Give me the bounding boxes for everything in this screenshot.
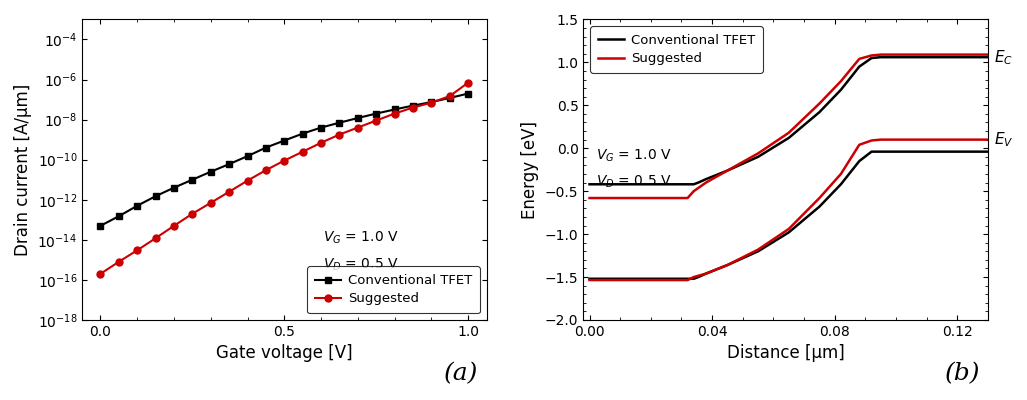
Text: $V_G$ = 1.0 V: $V_G$ = 1.0 V bbox=[596, 148, 672, 164]
Suggested bbox=[866, 53, 878, 58]
Conventional TFET bbox=[370, 111, 382, 116]
Suggested bbox=[186, 211, 198, 216]
Suggested bbox=[813, 101, 826, 106]
Suggested bbox=[752, 151, 764, 156]
Conventional TFET bbox=[113, 214, 125, 219]
Suggested bbox=[167, 224, 180, 228]
Suggested bbox=[721, 168, 733, 173]
Suggested bbox=[131, 248, 144, 253]
Suggested bbox=[94, 272, 107, 276]
Text: $E_V$: $E_V$ bbox=[993, 131, 1013, 150]
Line: Suggested: Suggested bbox=[589, 55, 988, 198]
Suggested bbox=[444, 94, 456, 98]
Suggested bbox=[297, 149, 309, 154]
Suggested bbox=[688, 189, 700, 194]
Conventional TFET bbox=[583, 182, 596, 187]
Conventional TFET bbox=[783, 136, 795, 140]
Legend: Conventional TFET, Suggested: Conventional TFET, Suggested bbox=[307, 266, 480, 313]
Suggested bbox=[370, 118, 382, 123]
Line: Conventional TFET: Conventional TFET bbox=[97, 90, 471, 229]
Conventional TFET bbox=[131, 203, 144, 208]
Suggested bbox=[223, 189, 235, 194]
Suggested bbox=[583, 196, 596, 200]
Conventional TFET bbox=[982, 55, 994, 60]
Text: (b): (b) bbox=[945, 362, 980, 385]
Suggested bbox=[334, 132, 346, 137]
Y-axis label: Drain current [A/μm]: Drain current [A/μm] bbox=[14, 84, 32, 256]
Suggested bbox=[315, 140, 328, 145]
Text: $E_C$: $E_C$ bbox=[993, 48, 1013, 66]
Conventional TFET bbox=[813, 110, 826, 114]
Conventional TFET bbox=[260, 145, 272, 150]
Conventional TFET bbox=[853, 64, 866, 69]
Suggested bbox=[149, 236, 161, 241]
Line: Conventional TFET: Conventional TFET bbox=[589, 57, 988, 184]
Conventional TFET bbox=[866, 56, 878, 60]
Suggested bbox=[260, 168, 272, 172]
Conventional TFET bbox=[351, 116, 364, 120]
Conventional TFET bbox=[186, 177, 198, 182]
Conventional TFET bbox=[278, 138, 291, 143]
Conventional TFET bbox=[407, 103, 419, 108]
Suggested bbox=[425, 100, 438, 105]
Conventional TFET bbox=[425, 100, 438, 104]
Text: $V_D$ = 0.5 V: $V_D$ = 0.5 V bbox=[322, 256, 398, 272]
Conventional TFET bbox=[835, 88, 847, 92]
Suggested bbox=[351, 125, 364, 130]
Conventional TFET bbox=[223, 162, 235, 166]
Conventional TFET bbox=[94, 224, 107, 228]
Conventional TFET bbox=[297, 131, 309, 136]
Conventional TFET bbox=[692, 180, 705, 185]
Text: $V_G$ = 1.0 V: $V_G$ = 1.0 V bbox=[322, 229, 398, 246]
Suggested bbox=[462, 80, 474, 85]
Suggested bbox=[388, 111, 401, 116]
Line: Suggested: Suggested bbox=[97, 79, 471, 277]
Suggested bbox=[890, 52, 903, 57]
Suggested bbox=[682, 196, 694, 200]
Suggested bbox=[113, 260, 125, 264]
Suggested bbox=[853, 56, 866, 61]
Conventional TFET bbox=[388, 107, 401, 112]
Suggested bbox=[982, 52, 994, 57]
Conventional TFET bbox=[204, 169, 217, 174]
Conventional TFET bbox=[444, 96, 456, 100]
Conventional TFET bbox=[315, 125, 328, 130]
Legend: Conventional TFET, Suggested: Conventional TFET, Suggested bbox=[589, 26, 763, 73]
Suggested bbox=[241, 178, 254, 183]
Suggested bbox=[699, 180, 712, 185]
X-axis label: Gate voltage [V]: Gate voltage [V] bbox=[216, 344, 352, 362]
Text: $V_D$ = 0.5 V: $V_D$ = 0.5 V bbox=[596, 174, 672, 190]
Conventional TFET bbox=[752, 154, 764, 159]
Suggested bbox=[204, 200, 217, 205]
Conventional TFET bbox=[890, 55, 903, 60]
Conventional TFET bbox=[688, 182, 700, 187]
Conventional TFET bbox=[334, 120, 346, 125]
Suggested bbox=[407, 105, 419, 110]
Conventional TFET bbox=[167, 185, 180, 190]
Suggested bbox=[278, 158, 291, 163]
Conventional TFET bbox=[462, 91, 474, 96]
X-axis label: Distance [μm]: Distance [μm] bbox=[727, 344, 844, 362]
Suggested bbox=[783, 130, 795, 135]
Conventional TFET bbox=[241, 154, 254, 158]
Conventional TFET bbox=[721, 168, 733, 173]
Y-axis label: Energy [eV]: Energy [eV] bbox=[522, 121, 539, 219]
Conventional TFET bbox=[699, 177, 712, 182]
Suggested bbox=[875, 52, 887, 57]
Conventional TFET bbox=[149, 194, 161, 199]
Suggested bbox=[835, 79, 847, 84]
Text: (a): (a) bbox=[444, 362, 479, 385]
Conventional TFET bbox=[875, 55, 887, 60]
